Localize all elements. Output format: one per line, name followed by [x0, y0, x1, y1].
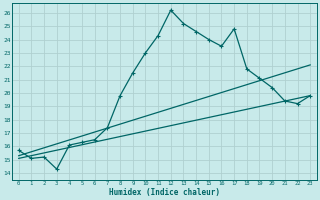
- X-axis label: Humidex (Indice chaleur): Humidex (Indice chaleur): [109, 188, 220, 197]
